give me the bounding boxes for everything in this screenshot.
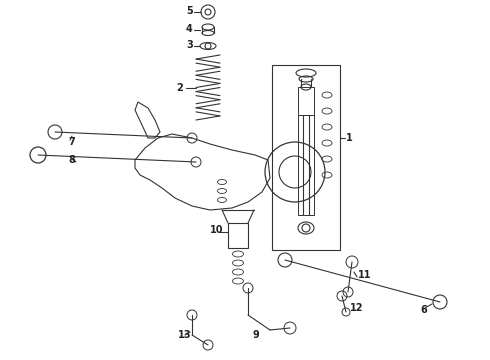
Text: 1: 1	[346, 132, 353, 143]
Bar	[298, 87, 314, 115]
Text: 5: 5	[186, 6, 193, 16]
Text: 10: 10	[210, 225, 223, 235]
Text: 3: 3	[186, 40, 193, 50]
Text: 13: 13	[178, 330, 192, 340]
Text: 8: 8	[68, 155, 75, 165]
Text: 2: 2	[176, 82, 183, 93]
Bar	[228, 223, 248, 248]
Text: 7: 7	[68, 137, 75, 147]
Bar	[298, 115, 314, 215]
Bar	[272, 65, 340, 250]
Text: 11: 11	[358, 270, 371, 280]
Text: 12: 12	[350, 303, 364, 313]
Text: 6: 6	[420, 305, 427, 315]
Text: 4: 4	[186, 24, 193, 34]
Text: 9: 9	[252, 330, 259, 340]
